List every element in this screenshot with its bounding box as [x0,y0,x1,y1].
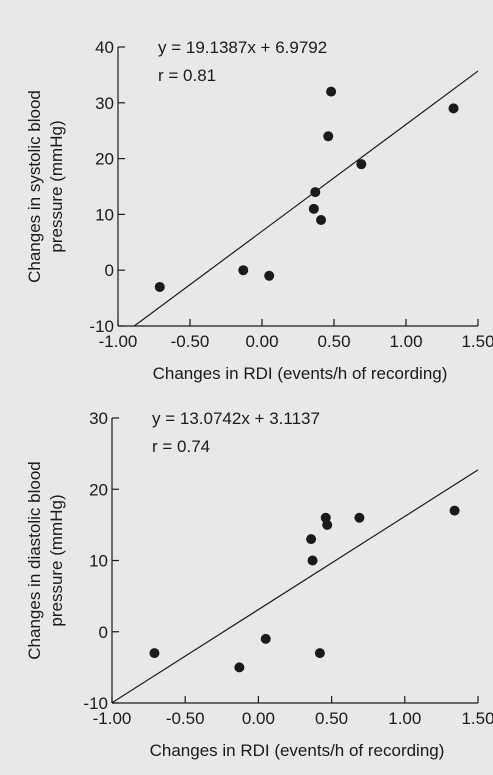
systolic-y-tick-label: 0 [105,261,114,280]
systolic-y-tick-label: 30 [95,94,114,113]
systolic-chart: -10 0 10 20 30 40 -1.00 -0.50 0.00 0.50 1.00 1.50 y … [25,38,493,383]
systolic-data-point [356,159,367,170]
diastolic-data-point [322,519,333,530]
systolic-data-point [316,214,327,225]
diastolic-data-point [354,512,365,523]
diastolic-y-tick-label: 30 [89,409,108,428]
diastolic-data-point [449,505,460,516]
systolic-x-tick-label: -0.50 [171,332,210,351]
diastolic-x-tick-label: 0.00 [242,709,275,728]
systolic-data-point [310,187,321,198]
diastolic-r-value: r = 0.74 [152,437,210,456]
diastolic-x-tick-label: 1.50 [461,709,493,728]
diastolic-x-tick-label: 0.50 [315,709,348,728]
diastolic-equation: y = 13.0742x + 3.1137 [152,409,320,428]
systolic-y-tick-label: 20 [95,150,114,169]
diastolic-y-tick-label: 0 [99,623,108,642]
diastolic-data-point [260,633,271,644]
systolic-data-point [323,131,334,142]
systolic-data-point [308,203,319,214]
diastolic-y-axis-label-line: pressure (mmHg) [47,494,66,626]
diastolic-y-tick-label: -10 [83,694,108,713]
diastolic-data-point [306,534,317,545]
systolic-y-axis-label-line: pressure (mmHg) [47,120,66,252]
diastolic-data-point [149,648,160,659]
systolic-x-tick-label: -1.00 [99,332,138,351]
diastolic-x-tick-label: -0.50 [166,709,205,728]
systolic-y-tick-label: -10 [89,317,114,336]
systolic-regression-line [133,70,479,327]
systolic-data-point [326,86,337,97]
systolic-y-tick-label: 40 [95,38,114,57]
diastolic-data-point [307,555,318,566]
systolic-x-tick-label: 1.00 [389,332,422,351]
systolic-y-axis-label: Changes in systolic blood pressure (mmHg) [25,90,66,283]
diastolic-regression-line [111,469,479,704]
diastolic-y-axis-label-line: Changes in diastolic blood [25,461,44,659]
diastolic-data-point [314,648,325,659]
systolic-data-point [238,265,249,276]
diastolic-y-tick-label: 10 [89,552,108,571]
diastolic-x-axis-label: Changes in RDI (events/h of recording) [150,741,445,760]
systolic-x-axis-label: Changes in RDI (events/h of recording) [153,364,448,383]
systolic-x-tick-label: 1.50 [461,332,493,351]
systolic-data-point [264,270,275,281]
diastolic-chart: -10 0 10 20 30 -1.00 -0.50 0.00 0.50 1.00 1.50 y = … [25,409,493,760]
systolic-equation: y = 19.1387x + 6.9792 [158,38,327,57]
diastolic-data-point [234,662,245,673]
systolic-data-point [154,281,165,292]
diastolic-x-tick-label: -1.00 [93,709,132,728]
systolic-r-value: r = 0.81 [158,66,216,85]
systolic-y-axis-label-line: Changes in systolic blood [25,90,44,283]
diastolic-y-tick-label: 20 [89,480,108,499]
systolic-data-point [448,103,459,114]
diastolic-x-tick-label: 1.00 [388,709,421,728]
systolic-x-tick-label: 0.00 [245,332,278,351]
systolic-x-tick-label: 0.50 [317,332,350,351]
diastolic-y-axis-label: Changes in diastolic blood pressure (mmHg… [25,461,66,659]
systolic-y-tick-label: 10 [95,205,114,224]
